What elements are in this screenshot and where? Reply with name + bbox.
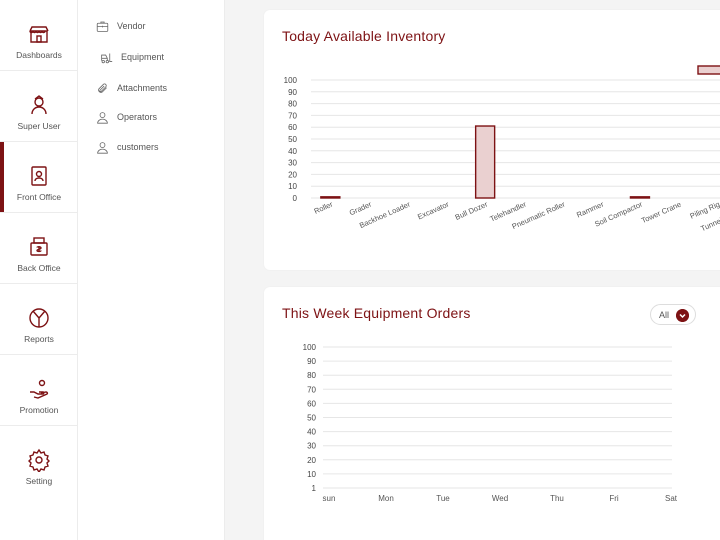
submenu-operators[interactable]: Operators <box>78 105 225 131</box>
nav-label: Front Office <box>16 192 62 202</box>
orders-filter-select[interactable]: All <box>650 304 696 325</box>
submenu-label: Vendor <box>117 21 146 31</box>
cash-register-icon <box>30 237 48 256</box>
main-nav-rail: Dashboards Super User Front Office Back … <box>0 0 78 540</box>
paperclip-icon <box>98 83 107 93</box>
submenu-attachments[interactable]: Attachments <box>78 76 225 102</box>
briefcase-icon <box>96 21 109 32</box>
submenu-label: Operators <box>117 112 158 122</box>
submenu-vendor[interactable]: Vendor <box>78 14 225 40</box>
submenu-label: Attachments <box>117 83 168 93</box>
nav-label: Promotion <box>19 405 59 415</box>
nav-label: Back Office <box>17 263 61 273</box>
filter-value: All <box>659 310 670 320</box>
nav-super-user[interactable]: Super User <box>0 71 78 142</box>
submenu-label: customers <box>117 142 159 152</box>
person-icon <box>97 142 108 154</box>
inventory-card: Today Available Inventory <box>264 10 720 270</box>
orders-card: This Week Equipment Orders All <box>264 287 720 540</box>
nav-label: Setting <box>25 476 53 486</box>
submenu-label: Equipment <box>121 52 165 62</box>
nav-dashboards[interactable]: Dashboards <box>0 0 78 71</box>
nav-label: Dashboards <box>16 50 62 60</box>
nav-label: Super User <box>17 121 61 131</box>
front-office-submenu: Vendor Equipment Attachments Operators c… <box>78 0 225 540</box>
badge-icon <box>31 166 47 186</box>
person-icon <box>97 112 108 124</box>
inventory-title: Today Available Inventory <box>282 28 446 44</box>
user-shield-icon <box>31 95 47 115</box>
gear-icon <box>28 448 50 472</box>
nav-front-office[interactable]: Front Office <box>0 142 78 213</box>
submenu-equipment[interactable]: Equipment <box>78 45 225 71</box>
chevron-down-icon <box>676 309 689 322</box>
pie-chart-icon <box>29 308 49 328</box>
nav-setting[interactable]: Setting <box>0 426 78 497</box>
store-icon <box>29 26 49 43</box>
nav-back-office[interactable]: Back Office <box>0 213 78 284</box>
forklift-icon <box>101 53 113 64</box>
submenu-customers[interactable]: customers <box>78 135 225 161</box>
hand-coins-icon <box>30 379 49 399</box>
nav-reports[interactable]: Reports <box>0 284 78 355</box>
nav-promotion[interactable]: Promotion <box>0 355 78 426</box>
nav-label: Reports <box>24 334 54 344</box>
orders-title: This Week Equipment Orders <box>282 305 471 321</box>
